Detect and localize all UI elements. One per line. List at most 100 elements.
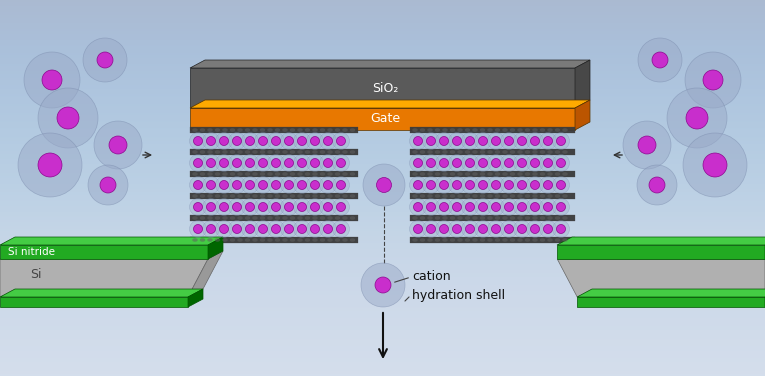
Ellipse shape xyxy=(517,159,526,167)
Ellipse shape xyxy=(320,199,337,215)
Ellipse shape xyxy=(435,128,440,132)
Ellipse shape xyxy=(304,194,311,198)
Ellipse shape xyxy=(192,194,197,198)
Ellipse shape xyxy=(282,128,288,132)
Ellipse shape xyxy=(442,128,448,132)
Ellipse shape xyxy=(275,238,280,242)
Ellipse shape xyxy=(267,216,273,220)
Ellipse shape xyxy=(245,194,250,198)
Ellipse shape xyxy=(420,172,425,176)
Ellipse shape xyxy=(532,194,538,198)
Ellipse shape xyxy=(312,128,317,132)
Ellipse shape xyxy=(267,128,273,132)
Ellipse shape xyxy=(555,238,560,242)
Ellipse shape xyxy=(478,203,487,211)
Ellipse shape xyxy=(435,172,440,176)
Ellipse shape xyxy=(543,203,552,211)
Ellipse shape xyxy=(233,203,242,211)
Ellipse shape xyxy=(311,180,320,190)
Ellipse shape xyxy=(457,128,463,132)
Ellipse shape xyxy=(555,128,560,132)
Ellipse shape xyxy=(427,172,433,176)
Ellipse shape xyxy=(281,220,298,238)
Ellipse shape xyxy=(474,155,491,171)
Ellipse shape xyxy=(275,194,280,198)
Ellipse shape xyxy=(422,176,440,194)
Ellipse shape xyxy=(495,128,500,132)
Ellipse shape xyxy=(412,128,418,132)
Ellipse shape xyxy=(517,194,522,198)
Ellipse shape xyxy=(409,155,427,171)
Ellipse shape xyxy=(547,150,553,154)
Ellipse shape xyxy=(337,224,346,233)
Ellipse shape xyxy=(220,180,229,190)
Ellipse shape xyxy=(230,216,236,220)
Ellipse shape xyxy=(491,159,500,167)
Ellipse shape xyxy=(237,216,243,220)
Ellipse shape xyxy=(530,203,539,211)
Ellipse shape xyxy=(517,216,522,220)
Ellipse shape xyxy=(427,224,435,233)
Ellipse shape xyxy=(194,159,203,167)
Ellipse shape xyxy=(298,150,303,154)
Ellipse shape xyxy=(311,136,320,146)
Polygon shape xyxy=(188,289,203,307)
Ellipse shape xyxy=(472,194,478,198)
Ellipse shape xyxy=(526,176,543,194)
Ellipse shape xyxy=(412,238,418,242)
Ellipse shape xyxy=(478,224,487,233)
Ellipse shape xyxy=(465,224,474,233)
Ellipse shape xyxy=(530,159,539,167)
Ellipse shape xyxy=(491,136,500,146)
Ellipse shape xyxy=(285,159,294,167)
Ellipse shape xyxy=(414,224,422,233)
Ellipse shape xyxy=(453,159,461,167)
Ellipse shape xyxy=(327,194,333,198)
Ellipse shape xyxy=(450,172,455,176)
Ellipse shape xyxy=(220,224,229,233)
Ellipse shape xyxy=(487,220,504,238)
Ellipse shape xyxy=(333,199,350,215)
Ellipse shape xyxy=(324,180,333,190)
Ellipse shape xyxy=(427,180,435,190)
Ellipse shape xyxy=(540,216,545,220)
Ellipse shape xyxy=(342,172,348,176)
Ellipse shape xyxy=(216,220,233,238)
Ellipse shape xyxy=(539,132,556,150)
Ellipse shape xyxy=(427,159,435,167)
Ellipse shape xyxy=(260,128,265,132)
Ellipse shape xyxy=(465,216,470,220)
Ellipse shape xyxy=(526,155,543,171)
Ellipse shape xyxy=(190,132,207,150)
Ellipse shape xyxy=(667,88,727,148)
Ellipse shape xyxy=(335,238,340,242)
Ellipse shape xyxy=(412,150,418,154)
Ellipse shape xyxy=(453,224,461,233)
Ellipse shape xyxy=(503,128,508,132)
Ellipse shape xyxy=(509,172,516,176)
Ellipse shape xyxy=(298,159,307,167)
Ellipse shape xyxy=(420,238,425,242)
Ellipse shape xyxy=(350,216,355,220)
Ellipse shape xyxy=(337,203,346,211)
Ellipse shape xyxy=(461,199,478,215)
Polygon shape xyxy=(577,289,765,297)
Bar xyxy=(410,149,575,155)
Ellipse shape xyxy=(556,203,565,211)
Ellipse shape xyxy=(472,150,478,154)
Ellipse shape xyxy=(255,155,272,171)
Ellipse shape xyxy=(281,176,298,194)
Ellipse shape xyxy=(350,150,355,154)
Ellipse shape xyxy=(552,176,569,194)
Ellipse shape xyxy=(685,52,741,108)
Ellipse shape xyxy=(363,164,405,206)
Ellipse shape xyxy=(526,220,543,238)
Ellipse shape xyxy=(320,194,325,198)
Polygon shape xyxy=(190,60,590,68)
Ellipse shape xyxy=(435,150,440,154)
Ellipse shape xyxy=(260,172,265,176)
Ellipse shape xyxy=(275,150,280,154)
Ellipse shape xyxy=(342,150,348,154)
Ellipse shape xyxy=(327,128,333,132)
Ellipse shape xyxy=(24,52,80,108)
